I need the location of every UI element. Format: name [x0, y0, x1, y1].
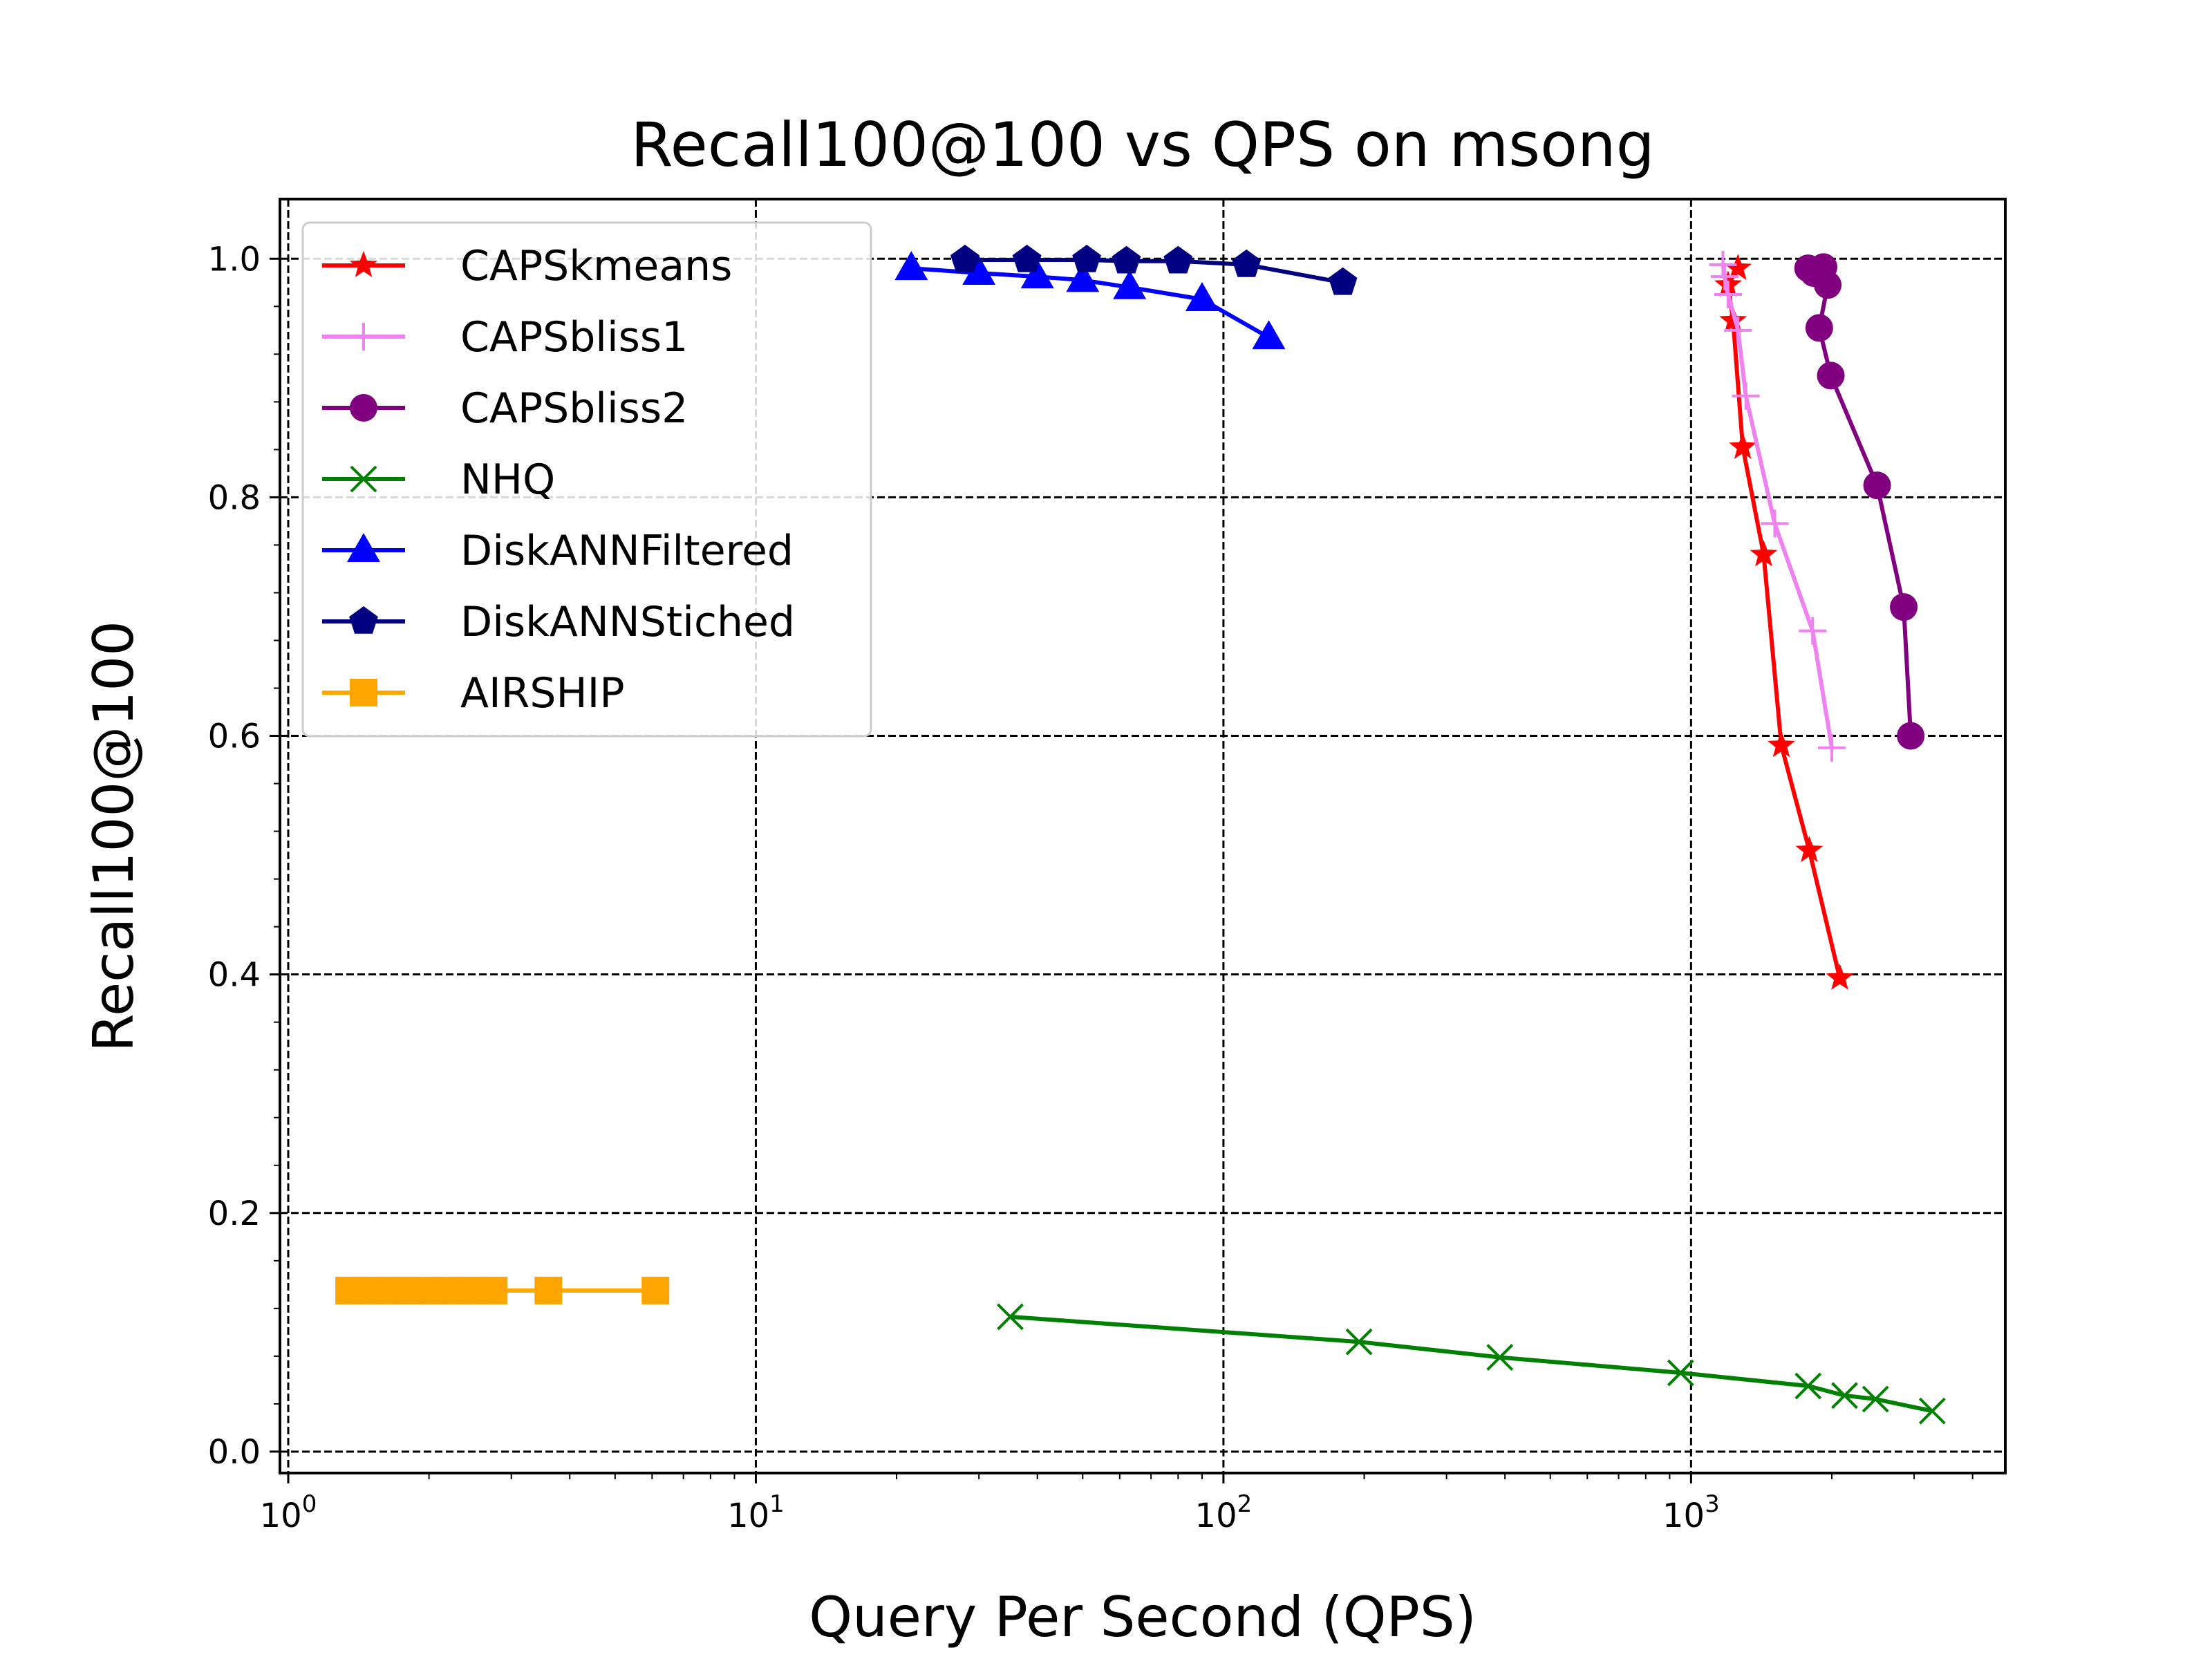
data-point-diskannfiltered: [962, 255, 996, 285]
data-point-nhq: [1667, 1359, 1694, 1387]
data-point-nhq: [1831, 1382, 1858, 1409]
series-diskannfiltered: [894, 251, 1286, 350]
data-point-nhq: [1345, 1328, 1373, 1356]
data-point-capsbliss1: [1710, 263, 1738, 291]
y-tick-label: 0.2: [208, 1194, 261, 1233]
legend-entry-capsbliss1: CAPSbliss1: [322, 313, 688, 362]
data-point-nhq: [997, 1303, 1024, 1331]
x-tick-label: 102: [1195, 1490, 1253, 1535]
data-point-nhq: [1794, 1372, 1822, 1400]
legend-label-airship: AIRSHIP: [460, 669, 625, 718]
x-axis-label: Query Per Second (QPS): [809, 1585, 1477, 1649]
series-line-nhq: [1010, 1314, 1933, 1414]
data-point-airship: [480, 1276, 508, 1304]
data-point-capskmeans: [1768, 731, 1795, 758]
data-point-capskmeans: [1724, 254, 1752, 281]
data-point-capskmeans: [1795, 836, 1824, 863]
data-point-capskmeans: [1750, 540, 1778, 567]
legend-label-capsbliss1: CAPSbliss1: [460, 313, 688, 362]
y-axis-label: Recall100@100: [82, 621, 146, 1052]
series-nhq: [997, 1303, 1946, 1425]
data-point-capsbliss2: [1890, 593, 1918, 621]
data-point-capsbliss1: [1761, 509, 1789, 538]
data-point-capsbliss2: [1805, 314, 1833, 342]
data-point-airship: [534, 1276, 563, 1304]
chart-title: Recall100@100 vs QPS on msong: [630, 109, 1654, 180]
data-point-airship: [641, 1276, 670, 1304]
legend-marker-capsbliss2: [350, 394, 377, 422]
data-point-capsbliss1: [1724, 316, 1752, 344]
legend-label-capsbliss2: CAPSbliss2: [460, 384, 688, 433]
data-point-diskannstiched: [1072, 245, 1101, 272]
data-point-diskannfiltered: [894, 251, 928, 281]
data-point-capsbliss1: [1817, 733, 1846, 762]
legend-box: [301, 221, 872, 738]
legend-marker-diskannstiched: [349, 606, 378, 634]
legend-label-diskannstiched: DiskANNStiched: [460, 598, 795, 646]
legend-entry-airship: AIRSHIP: [322, 669, 625, 718]
data-point-diskannfiltered: [1066, 263, 1100, 292]
legend-marker-airship: [350, 679, 377, 706]
data-point-capsbliss1: [1732, 382, 1760, 410]
legend-marker-capskmeans: [350, 251, 377, 277]
legend-label-capskmeans: CAPSkmeans: [460, 242, 732, 290]
data-point-nhq: [1486, 1344, 1514, 1371]
legend-entry-capskmeans: CAPSkmeans: [322, 242, 732, 290]
series-diskannstiched: [950, 245, 1358, 295]
axis-ticks: 100 101 102 103 0.0 0.2 0.4 0.6 0.8 1.0: [208, 240, 1974, 1535]
plot-frame: [279, 198, 2007, 1474]
data-point-diskannfiltered: [1113, 270, 1147, 299]
data-point-diskannstiched: [1012, 245, 1042, 272]
y-tick-label: 0.8: [208, 478, 261, 517]
series-layer: [335, 245, 1946, 1425]
data-point-diskannfiltered: [1252, 320, 1286, 350]
data-point-capsbliss2: [1897, 722, 1925, 750]
data-point-diskannfiltered: [1185, 281, 1219, 311]
data-point-capsbliss2: [1863, 471, 1891, 500]
legend-label-diskannfiltered: DiskANNFiltered: [460, 527, 794, 575]
legend-label-nhq: NHQ: [460, 456, 555, 504]
legend-entry-diskannstiched: DiskANNStiched: [322, 598, 795, 646]
legend-entry-diskannfiltered: DiskANNFiltered: [322, 527, 794, 575]
data-point-capsbliss2: [1814, 271, 1842, 299]
legend-marker-capsbliss1: [350, 323, 377, 350]
data-point-capskmeans: [1826, 963, 1854, 990]
data-point-capskmeans: [1729, 432, 1757, 459]
data-point-airship: [456, 1276, 485, 1304]
data-point-capsbliss1: [1714, 281, 1742, 309]
legend-entry-capsbliss2: CAPSbliss2: [322, 384, 688, 433]
y-tick-label: 0.0: [208, 1433, 261, 1472]
data-point-diskannfiltered: [1020, 259, 1054, 289]
x-tick-label: 103: [1662, 1490, 1720, 1535]
data-point-nhq: [1918, 1397, 1946, 1425]
data-point-capsbliss1: [1799, 617, 1827, 645]
data-point-diskannstiched: [1328, 267, 1358, 295]
x-tick-label: 101: [727, 1490, 785, 1535]
y-tick-label: 0.4: [208, 956, 261, 995]
y-tick-label: 1.0: [208, 240, 261, 279]
series-capsbliss2: [1794, 253, 1925, 750]
data-point-diskannstiched: [1232, 249, 1262, 277]
legend-marker-nhq: [350, 465, 377, 493]
legend-entry-nhq: NHQ: [322, 456, 555, 504]
data-point-diskannstiched: [950, 245, 980, 272]
legend: CAPSkmeans CAPSbliss1 CAPSbliss2 NHQ DiskANN…: [301, 221, 872, 738]
legend-marker-diskannfiltered: [347, 533, 380, 562]
x-tick-label: 100: [260, 1490, 317, 1535]
y-tick-label: 0.6: [208, 718, 261, 756]
data-point-capsbliss2: [1817, 362, 1845, 390]
series-airship: [335, 1276, 670, 1304]
series-capsbliss1: [1709, 250, 1846, 762]
data-point-capsbliss1: [1709, 250, 1737, 279]
data-point-nhq: [1862, 1385, 1889, 1413]
data-point-diskannstiched: [1163, 245, 1193, 274]
data-point-diskannstiched: [1112, 245, 1141, 274]
